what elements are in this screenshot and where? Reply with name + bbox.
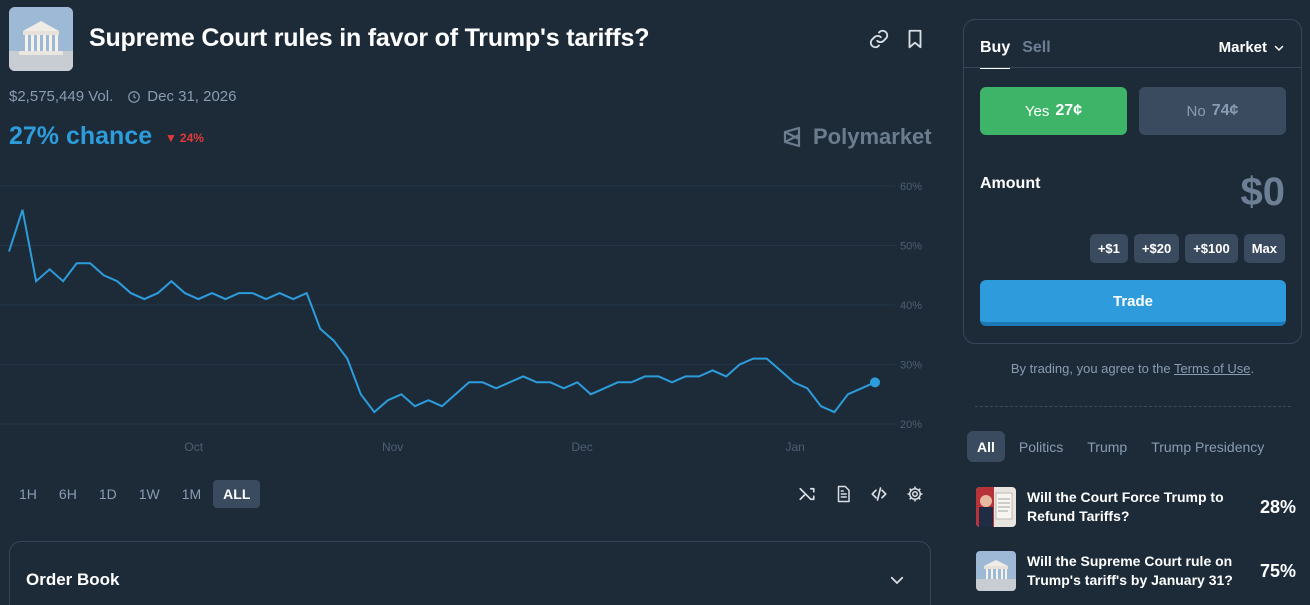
divider <box>975 406 1291 407</box>
divider <box>964 67 1301 68</box>
time-range-all[interactable]: ALL <box>213 480 261 508</box>
price-chart[interactable]: 60% 50% 40% 30% 20% Oct Nov Dec Jan <box>0 170 940 470</box>
related-market-title: Will the Supreme Court rule on Trump's t… <box>1027 553 1233 588</box>
x-tick-label: Dec <box>571 440 592 454</box>
terms-suffix: . <box>1250 361 1255 376</box>
order-type-label: Market <box>1218 39 1267 56</box>
current-price-dot <box>870 377 880 388</box>
no-button[interactable]: No 74¢ <box>1139 87 1286 135</box>
chevron-down-icon <box>1274 45 1284 51</box>
document-icon[interactable] <box>834 485 852 503</box>
chance-value: 27% chance <box>9 122 153 150</box>
time-range-1d[interactable]: 1D <box>98 486 117 502</box>
related-market-thumbnail <box>976 487 1016 527</box>
y-tick-label: 60% <box>900 181 922 193</box>
order-book-label: Order Book <box>26 570 120 589</box>
market-meta: $2,575,449 Vol. Dec 31, 2026 <box>9 88 237 105</box>
related-market-percent: 28% <box>1259 496 1296 517</box>
category-politics[interactable]: Politics <box>1018 438 1064 455</box>
category-filter: All Politics Trump Trump Presidency <box>967 431 1274 462</box>
category-trump-presidency[interactable]: Trump Presidency <box>1151 438 1265 455</box>
category-all[interactable]: All <box>967 431 1005 462</box>
link-icon[interactable] <box>868 28 890 50</box>
yes-price: 27¢ <box>1055 102 1083 119</box>
x-tick-label: Jan <box>785 440 804 454</box>
y-tick-label: 20% <box>900 419 922 431</box>
no-price: 74¢ <box>1211 102 1239 119</box>
category-trump[interactable]: Trump <box>1087 438 1128 455</box>
quick-amount-button[interactable]: Max <box>1243 234 1285 263</box>
trade-button[interactable]: Trade <box>980 280 1286 326</box>
time-range-1h[interactable]: 1H <box>19 486 37 502</box>
shuffle-icon[interactable] <box>798 485 816 503</box>
time-range-6h[interactable]: 6H <box>58 486 77 502</box>
related-market-item[interactable]: Will the Court Force Trump to Refund Tar… <box>976 487 1296 527</box>
bookmark-icon[interactable] <box>904 28 926 50</box>
amount-input[interactable]: $0 <box>1240 170 1286 214</box>
related-market-percent: 75% <box>1259 560 1296 581</box>
amount-label: Amount <box>980 175 1041 192</box>
brand-name: Polymarket <box>813 124 932 149</box>
y-tick-label: 30% <box>900 360 922 372</box>
x-tick-label: Oct <box>184 440 203 454</box>
time-range-1w[interactable]: 1W <box>138 486 160 502</box>
volume-text: $2,575,449 Vol. <box>9 88 114 105</box>
related-market-item[interactable]: Will the Supreme Court rule on Trump's t… <box>976 551 1296 591</box>
market-title: Supreme Court rules in favor of Trump's … <box>89 24 650 52</box>
trade-panel: Buy Sell Market Yes 27¢ No 74¢ Amount $0… <box>963 19 1302 344</box>
yes-button[interactable]: Yes 27¢ <box>980 87 1127 135</box>
terms-prefix: By trading, you agree to the <box>1010 361 1174 376</box>
chance-delta: ▼ 24% <box>165 131 204 145</box>
terms-link[interactable]: Terms of Use <box>1173 361 1251 376</box>
terms-text: By trading, you agree to the Terms of Us… <box>963 361 1302 376</box>
code-icon[interactable] <box>870 485 888 503</box>
no-label: No <box>1186 102 1206 120</box>
related-market-title: Will the Court Force Trump to Refund Tar… <box>1027 489 1224 524</box>
related-market-thumbnail <box>976 551 1016 591</box>
x-tick-label: Nov <box>382 440 403 454</box>
y-tick-label: 40% <box>900 300 922 312</box>
down-arrow-icon: ▼ <box>165 131 177 145</box>
quick-amount-button[interactable]: +$1 <box>1089 234 1128 263</box>
chevron-down-icon[interactable] <box>888 571 906 589</box>
time-range-selector: 1H 6H 1D 1W 1M ALL <box>9 480 261 508</box>
clock-icon <box>128 90 141 103</box>
order-book-section[interactable]: Order Book <box>9 541 931 605</box>
series-line-yes <box>8 209 876 414</box>
delta-value: 24% <box>179 131 204 145</box>
time-range-1m[interactable]: 1M <box>181 486 202 502</box>
tab-buy[interactable]: Buy <box>980 39 1011 69</box>
polymarket-logo: Polymarket <box>781 124 932 150</box>
tab-sell[interactable]: Sell <box>1022 39 1051 56</box>
yes-label: Yes <box>1024 102 1050 120</box>
end-date: Dec 31, 2026 <box>147 88 237 105</box>
y-tick-label: 50% <box>900 241 922 253</box>
quick-amount-button[interactable]: +$100 <box>1185 234 1238 263</box>
quick-amount-button[interactable]: +$20 <box>1133 234 1180 263</box>
order-type-dropdown[interactable]: Market <box>1219 39 1285 56</box>
quick-amounts: +$1 +$20 +$100 Max <box>1089 234 1285 263</box>
market-thumbnail <box>9 7 73 71</box>
gear-icon[interactable] <box>906 485 924 503</box>
polymarket-icon <box>783 126 801 148</box>
